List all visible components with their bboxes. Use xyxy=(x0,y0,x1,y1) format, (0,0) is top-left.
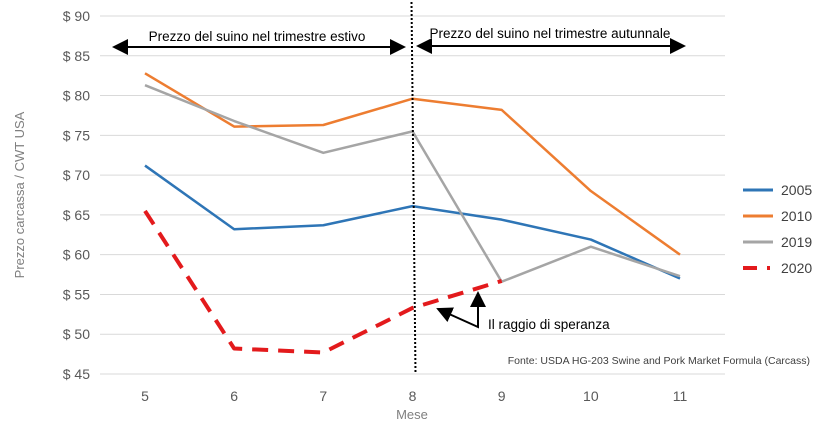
summer-label: Prezzo del suino nel trimestre estivo xyxy=(149,29,366,44)
y-axis-label: Prezzo carcassa / CWT USA xyxy=(12,111,27,278)
source-note: Fonte: USDA HG-203 Swine and Pork Market… xyxy=(508,355,810,367)
x-tick-label: 5 xyxy=(141,388,149,404)
x-tick-label: 8 xyxy=(409,388,417,404)
hope-arrow xyxy=(436,291,486,329)
hope-label: Il raggio di speranza xyxy=(488,317,610,332)
series-line-2020 xyxy=(143,209,503,355)
y-tick-label: $ 50 xyxy=(63,326,90,342)
y-tick-label: $ 80 xyxy=(63,88,90,104)
legend-label: 2019 xyxy=(781,234,812,250)
x-tick-label: 10 xyxy=(583,388,599,404)
y-tick-label: $ 55 xyxy=(63,286,90,302)
legend-label: 2020 xyxy=(781,260,812,276)
divider-line xyxy=(410,1,417,375)
autumn-label: Prezzo del suino nel trimestre autunnale xyxy=(430,26,671,41)
legend-label: 2005 xyxy=(781,182,812,198)
y-tick-label: $ 65 xyxy=(63,207,90,223)
y-tick-label: $ 75 xyxy=(63,127,90,143)
x-tick-label: 6 xyxy=(230,388,238,404)
x-tick-label: 9 xyxy=(498,388,506,404)
x-tick-label: 11 xyxy=(673,388,688,404)
y-tick-label: $ 60 xyxy=(63,247,90,263)
x-tick-label: 7 xyxy=(319,388,327,404)
y-tick-label: $ 90 xyxy=(63,8,90,24)
y-tick-label: $ 85 xyxy=(63,48,90,64)
legend-label: 2010 xyxy=(781,208,812,224)
y-tick-label: $ 45 xyxy=(63,366,90,382)
x-axis-label: Mese xyxy=(396,407,428,422)
y-tick-label: $ 70 xyxy=(63,167,90,183)
